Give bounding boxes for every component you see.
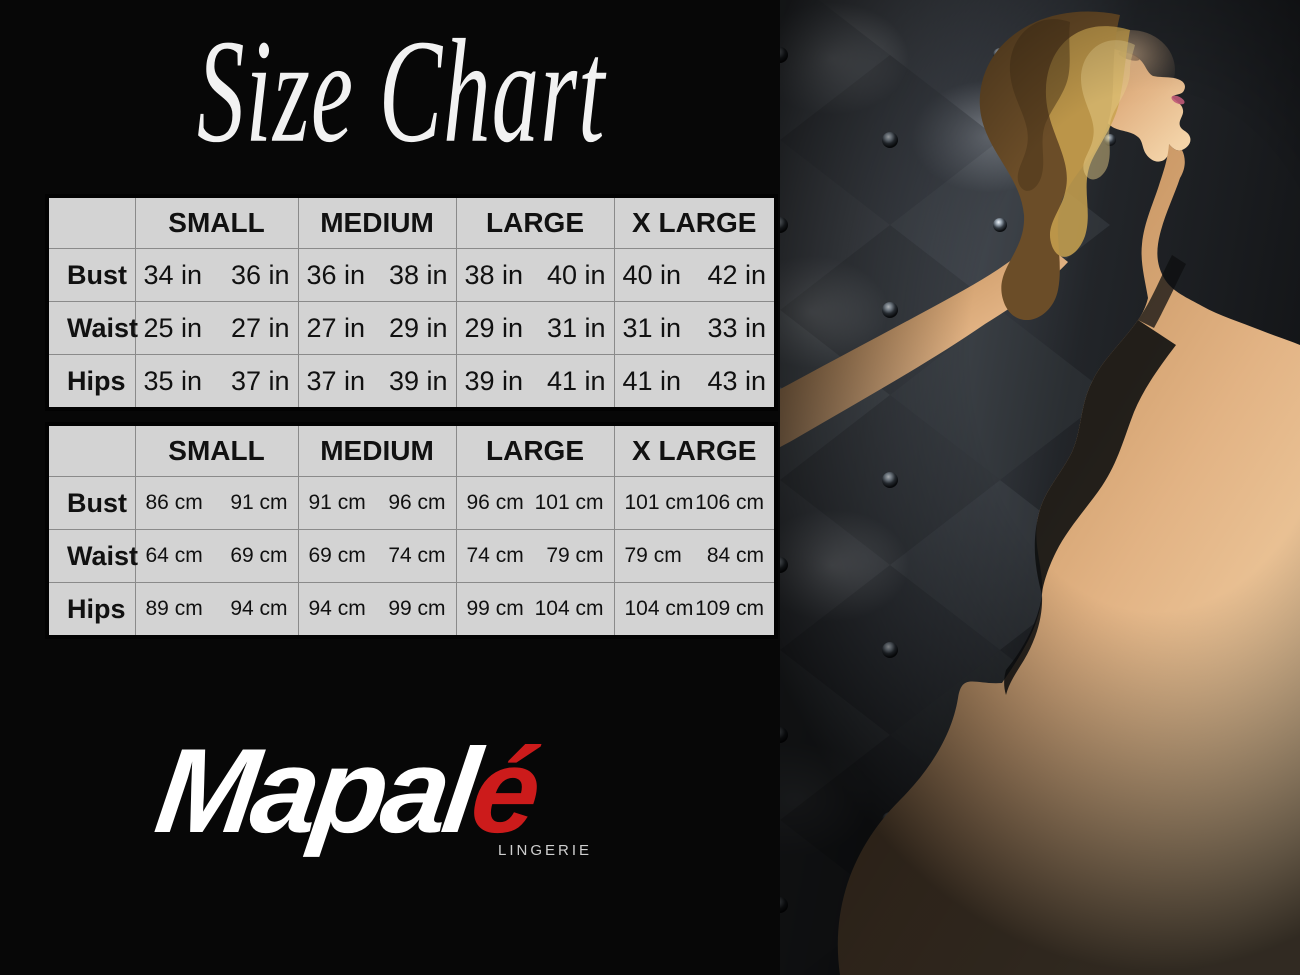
svg-text:Mapalé: Mapalé [150, 724, 546, 858]
